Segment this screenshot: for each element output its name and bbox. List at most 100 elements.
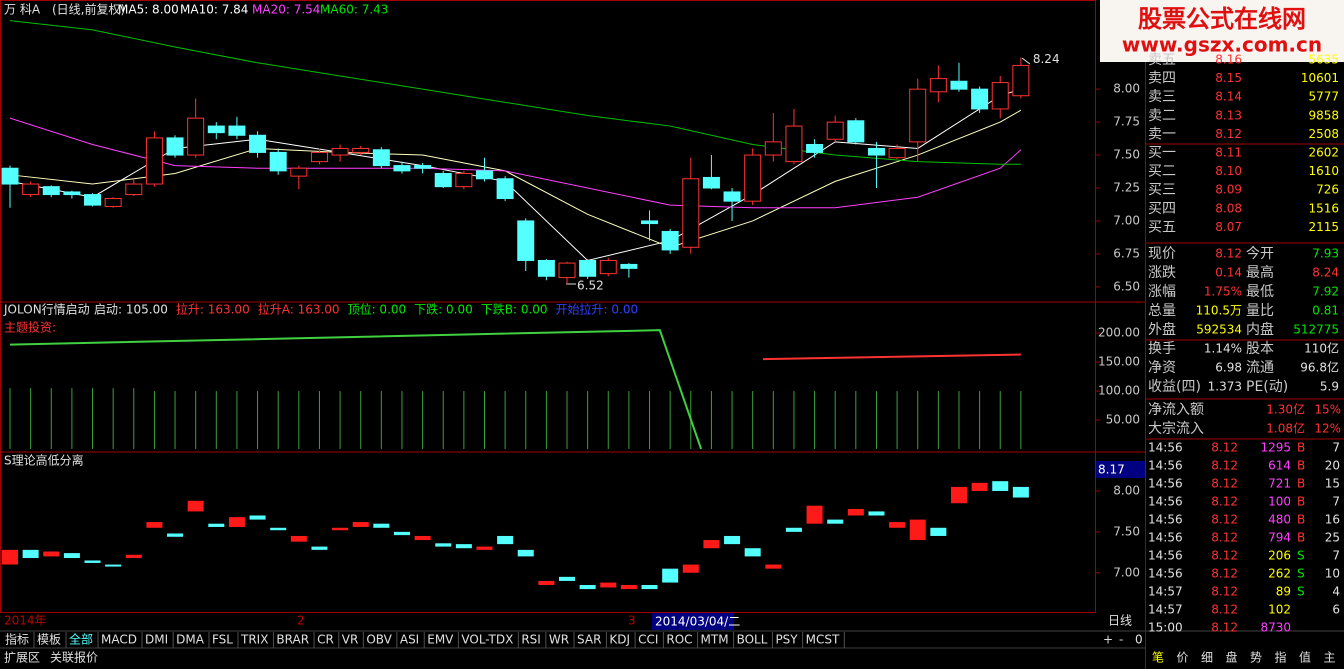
y-tick-label: 200.00: [1098, 326, 1140, 340]
trade-time: 14:57: [1148, 585, 1183, 599]
tab[interactable]: OBV: [366, 633, 392, 647]
candle-body: [352, 147, 370, 153]
side-tab[interactable]: 价: [1177, 651, 1189, 665]
trade-direction: B: [1297, 513, 1305, 527]
cursor-date: 2014/03/04/二: [655, 615, 740, 629]
tab[interactable]: 全部: [69, 632, 93, 647]
indicator-param: 开始拉升: 0.00: [556, 302, 639, 317]
tab[interactable]: ROC: [666, 633, 692, 647]
stat-value: 7.93: [1312, 247, 1339, 261]
side-tab[interactable]: 主: [1324, 651, 1336, 665]
stat-value: 0.14: [1215, 266, 1242, 280]
candle-body: [104, 198, 122, 207]
trade-time: 14:56: [1148, 567, 1183, 581]
tab[interactable]: 指标: [5, 632, 29, 647]
book-price: 8.12: [1215, 127, 1242, 141]
tab[interactable]: BOLL: [737, 633, 768, 647]
tab[interactable]: KDJ: [609, 633, 630, 647]
tab[interactable]: WR: [549, 633, 569, 647]
trade-count: 6: [1332, 603, 1340, 617]
box: [517, 549, 534, 557]
tab-control[interactable]: +: [1103, 633, 1113, 647]
side-tab[interactable]: 指: [1275, 650, 1287, 665]
high-label: 8.24: [1033, 52, 1060, 66]
side-tab[interactable]: 值: [1299, 650, 1311, 665]
stat-label: 涨跌: [1148, 265, 1176, 281]
trade-volume: 89: [1276, 585, 1291, 599]
candle-body: [806, 144, 824, 153]
side-tab[interactable]: 笔: [1152, 650, 1164, 665]
stat-label: 现价: [1148, 246, 1176, 262]
tab[interactable]: DMI: [145, 633, 168, 647]
box: [950, 486, 967, 504]
trade-time: 14:56: [1148, 495, 1183, 509]
y-tick-label: 8.00: [1113, 483, 1140, 497]
tab[interactable]: DMA: [176, 633, 205, 647]
stat-label: 外盘: [1148, 321, 1176, 338]
trade-time: 14:56: [1148, 531, 1183, 545]
tab[interactable]: MCST: [806, 633, 840, 647]
candle-body: [682, 178, 700, 248]
x-label: 3: [628, 614, 636, 628]
box: [889, 522, 906, 528]
footer-tab[interactable]: 扩展区: [4, 651, 40, 665]
book-volume: 1610: [1308, 164, 1339, 178]
y-tick-label: 8.00: [1113, 82, 1140, 96]
tab[interactable]: CR: [317, 633, 334, 647]
tab[interactable]: 模板: [37, 633, 61, 647]
tab[interactable]: VR: [342, 633, 359, 647]
box: [744, 548, 761, 557]
tab-control[interactable]: 0: [1135, 633, 1143, 647]
indicator-param: 拉升A: 163.00: [258, 302, 340, 317]
candle-body: [971, 88, 989, 110]
book-volume: 5635: [1308, 53, 1339, 67]
box: [393, 531, 410, 536]
trade-direction: B: [1297, 477, 1305, 491]
side-tab[interactable]: 细: [1201, 651, 1213, 665]
book-price: 8.10: [1215, 164, 1242, 178]
stat-label: 量比: [1246, 303, 1274, 319]
trade-count: 4: [1332, 585, 1340, 599]
y-tick-label: 6.50: [1113, 279, 1140, 293]
flow-label: 大宗流入: [1148, 421, 1204, 437]
box: [909, 519, 926, 541]
footer-tab[interactable]: 关联报价: [50, 650, 98, 665]
tab[interactable]: MTM: [701, 633, 729, 647]
book-side: 卖四: [1148, 71, 1176, 87]
candle-body: [909, 88, 927, 143]
tab[interactable]: TRIX: [240, 633, 268, 647]
book-side: 卖三: [1148, 89, 1176, 105]
trade-time: 14:56: [1148, 477, 1183, 491]
tab[interactable]: RSI: [521, 633, 541, 647]
indicator-note: 主题投资:: [4, 320, 56, 335]
book-volume: 10601: [1301, 71, 1339, 85]
tab[interactable]: CCI: [638, 633, 658, 647]
candle-body: [826, 121, 844, 140]
indicator-line: [762, 353, 1021, 361]
tab[interactable]: PSY: [775, 633, 798, 647]
box: [538, 580, 555, 586]
arrow: [1021, 57, 1031, 65]
side-tab[interactable]: 盘: [1226, 650, 1238, 665]
trade-volume: 614: [1268, 459, 1291, 473]
candle-body: [1012, 64, 1030, 97]
tab-control[interactable]: -: [1119, 633, 1123, 647]
cursor-box: [652, 613, 734, 630]
tab[interactable]: MACD: [101, 633, 137, 647]
tab[interactable]: EMV: [427, 633, 454, 647]
trade-time: 14:56: [1148, 513, 1183, 527]
tab[interactable]: FSL: [212, 633, 233, 647]
indicator-title: JOLON行情启动: [3, 303, 90, 317]
book-price: 8.11: [1215, 146, 1242, 160]
box: [476, 546, 493, 550]
tab[interactable]: BRAR: [276, 633, 309, 647]
tab[interactable]: SAR: [577, 633, 601, 647]
side-tab[interactable]: 势: [1250, 651, 1262, 665]
stat-value: 1.373: [1208, 380, 1242, 394]
candle-body: [414, 165, 432, 169]
stat-label: 内盘: [1246, 321, 1274, 338]
box: [43, 551, 60, 557]
tab[interactable]: VOL-TDX: [461, 633, 513, 647]
tab[interactable]: ASI: [400, 633, 419, 647]
